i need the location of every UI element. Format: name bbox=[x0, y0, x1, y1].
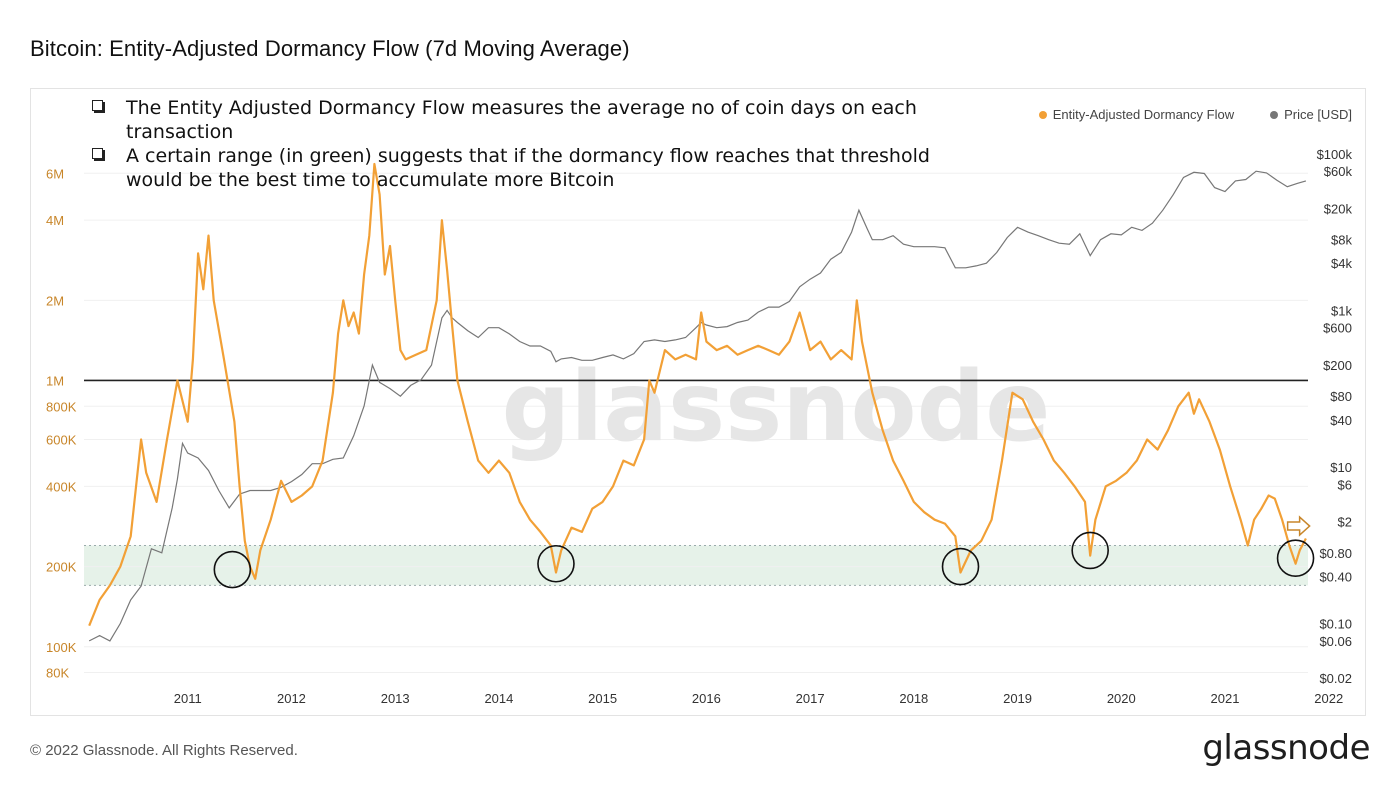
legend-dot-orange-icon bbox=[1038, 110, 1047, 119]
left-axis-tick-label: 80K bbox=[46, 666, 69, 681]
left-axis-tick-label: 1M bbox=[46, 373, 64, 388]
right-axis-tick-label: $6 bbox=[1338, 477, 1352, 492]
chart-frame bbox=[30, 88, 1366, 716]
x-axis-tick-label: 2013 bbox=[381, 691, 410, 706]
checkbox-bullet-icon bbox=[92, 100, 103, 111]
right-axis-tick-label: $20k bbox=[1324, 202, 1353, 217]
left-axis-tick-label: 800K bbox=[46, 399, 77, 414]
right-axis-tick-label: $8k bbox=[1331, 233, 1352, 248]
accumulation-band bbox=[84, 545, 1308, 586]
legend: Entity-Adjusted Dormancy Flow Price [USD… bbox=[1038, 107, 1352, 122]
right-axis-tick-label: $60k bbox=[1324, 164, 1353, 179]
legend-dot-gray-icon bbox=[1270, 110, 1279, 119]
x-axis-tick-label: 2018 bbox=[899, 691, 928, 706]
left-axis-tick-label: 600K bbox=[46, 433, 77, 448]
x-axis-tick-label: 2019 bbox=[1003, 691, 1032, 706]
right-axis-tick-label: $600 bbox=[1323, 321, 1352, 336]
x-axis-tick-label: 2012 bbox=[277, 691, 306, 706]
right-axis-tick-label: $100k bbox=[1317, 147, 1353, 162]
x-axis-tick-label: 2020 bbox=[1107, 691, 1136, 706]
left-axis-tick-label: 4M bbox=[46, 213, 64, 228]
annotation-circle bbox=[1276, 539, 1315, 578]
footer-copyright: © 2022 Glassnode. All Rights Reserved. bbox=[30, 742, 298, 759]
right-axis-tick-label: $0.10 bbox=[1319, 616, 1352, 631]
price-series-line bbox=[88, 170, 1307, 642]
legend-item-dormancy[interactable]: Entity-Adjusted Dormancy Flow bbox=[1038, 107, 1235, 122]
footer-logo: glassnode bbox=[1202, 728, 1370, 768]
right-axis-tick-label: $2 bbox=[1338, 515, 1352, 530]
left-axis-tick-label: 6M bbox=[46, 166, 64, 181]
right-axis-tick-label: $0.06 bbox=[1319, 634, 1352, 649]
right-axis-tick-label: $1k bbox=[1331, 303, 1352, 318]
note-1-text: The Entity Adjusted Dormancy Flow measur… bbox=[126, 97, 917, 143]
arrow-right-icon bbox=[1286, 515, 1311, 537]
right-axis-tick-label: $40 bbox=[1330, 413, 1352, 428]
note-2-text: A certain range (in green) suggests that… bbox=[126, 145, 930, 191]
dormancy-series-line bbox=[88, 162, 1307, 627]
annotation-circle bbox=[537, 544, 575, 583]
annotation-circle bbox=[1071, 531, 1109, 570]
right-axis-tick-label: $10 bbox=[1330, 460, 1352, 475]
watermark-text: glassnode bbox=[502, 351, 1051, 463]
right-axis-tick-label: $0.80 bbox=[1319, 546, 1352, 561]
x-axis-tick-label: 2016 bbox=[692, 691, 721, 706]
left-axis-tick-label: 200K bbox=[46, 560, 77, 575]
chart-title: Bitcoin: Entity-Adjusted Dormancy Flow (… bbox=[30, 36, 630, 61]
right-axis-tick-label: $4k bbox=[1331, 256, 1352, 271]
x-axis-tick-label: 2022 bbox=[1314, 691, 1343, 706]
note-2: A certain range (in green) suggests that… bbox=[92, 144, 952, 192]
right-axis-tick-label: $0.40 bbox=[1319, 569, 1352, 584]
right-axis-tick-label: $80 bbox=[1330, 389, 1352, 404]
annotation-circle bbox=[941, 547, 980, 586]
x-axis-tick-label: 2021 bbox=[1211, 691, 1240, 706]
legend-item-price[interactable]: Price [USD] bbox=[1270, 107, 1352, 122]
note-1: The Entity Adjusted Dormancy Flow measur… bbox=[92, 96, 952, 144]
right-axis-tick-label: $0.02 bbox=[1319, 671, 1352, 686]
left-axis-tick-label: 100K bbox=[46, 640, 77, 655]
x-axis-tick-label: 2015 bbox=[588, 691, 617, 706]
right-axis-tick-label: $200 bbox=[1323, 358, 1352, 373]
x-axis-tick-label: 2014 bbox=[484, 691, 513, 706]
checkbox-bullet-icon bbox=[92, 148, 103, 159]
left-axis-tick-label: 2M bbox=[46, 293, 64, 308]
x-axis-tick-label: 2011 bbox=[174, 691, 202, 706]
legend-label-price: Price [USD] bbox=[1284, 107, 1352, 122]
notes-box: The Entity Adjusted Dormancy Flow measur… bbox=[92, 96, 952, 192]
left-axis-tick-label: 400K bbox=[46, 479, 77, 494]
annotation-circle bbox=[213, 550, 252, 589]
legend-label-dormancy: Entity-Adjusted Dormancy Flow bbox=[1052, 107, 1235, 122]
x-axis-tick-label: 2017 bbox=[796, 691, 825, 706]
